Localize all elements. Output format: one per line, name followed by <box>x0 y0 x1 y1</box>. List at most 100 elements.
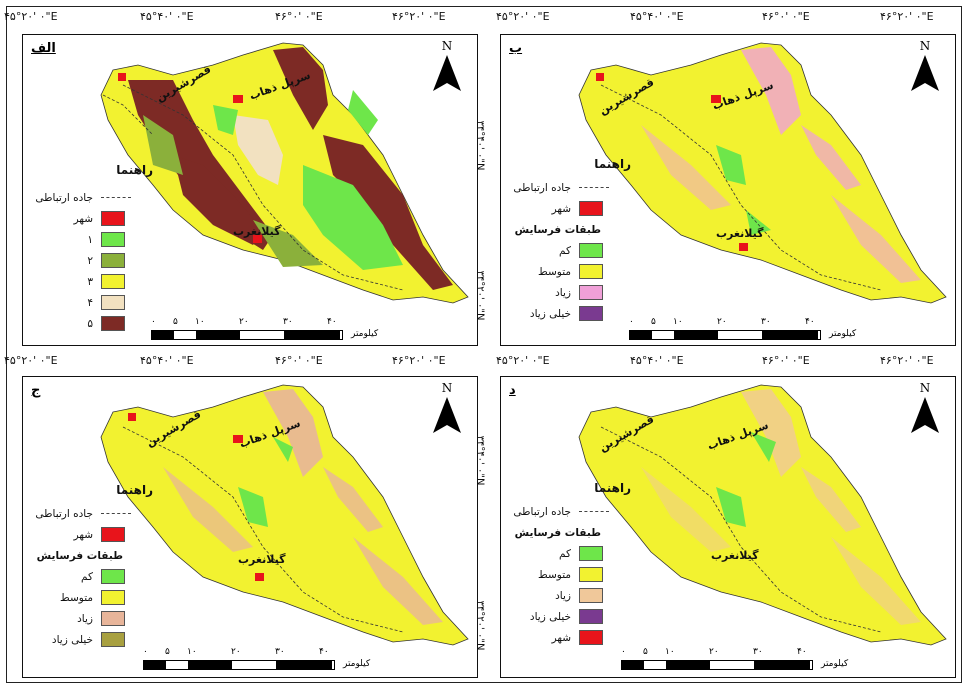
legend-swatch <box>101 590 125 605</box>
legend-item-label: شهر <box>73 528 93 541</box>
legend-subtitle: طبقات فرسایش <box>511 522 631 543</box>
road-line-icon <box>101 197 131 198</box>
scale-tick: ۴۰ <box>805 317 815 327</box>
basin-map <box>578 42 947 304</box>
basin-map <box>100 384 469 646</box>
scale-tick: ۰ <box>151 317 156 327</box>
legend-item: ۲ <box>33 250 153 271</box>
scale-tick: ۱۰ <box>187 647 197 657</box>
scale-unit: کیلومتر <box>821 659 849 669</box>
road-line-icon <box>579 511 609 512</box>
scale-tick: ۰ <box>621 647 626 657</box>
coord-top-5: ۴۵°۲۰' ۰"E <box>496 10 550 23</box>
north-arrow: N <box>905 381 945 439</box>
panel-letter: د <box>509 383 516 398</box>
scale-tick: ۳۰ <box>753 647 763 657</box>
legend-subtitle-label: طبقات فرسایش <box>36 549 123 562</box>
legend-item-label: ۳ <box>87 275 93 288</box>
legend-swatch <box>579 630 603 645</box>
legend: راهنما جاده ارتباطی شهر ۱ ۲ ۳ ۴ ۵ <box>33 163 153 334</box>
scale-tick: ۳۰ <box>275 647 285 657</box>
legend-swatch <box>101 274 125 289</box>
legend-item-label: ۲ <box>87 254 93 267</box>
north-label: N <box>441 381 453 395</box>
coord-top-2: ۴۵°۴۰' ۰"E <box>140 10 194 23</box>
north-label: N <box>919 39 931 53</box>
scale-tick: ۰ <box>143 647 148 657</box>
legend-road: جاده ارتباطی <box>33 503 153 524</box>
coord-mid-4: ۴۶°۲۰' ۰"E <box>392 354 446 367</box>
scale-tick: ۲۰ <box>231 647 241 657</box>
scale-tick: ۱۰ <box>195 317 205 327</box>
scale-tick: ۴۰ <box>327 317 337 327</box>
north-arrow-icon <box>433 55 461 91</box>
legend: راهنما جاده ارتباطی طبقات فرسایش کم متوس… <box>511 481 631 648</box>
city-label-gilan: گیلانغرب <box>711 549 759 562</box>
scale-tick: ۳۰ <box>283 317 293 327</box>
legend-swatch <box>101 569 125 584</box>
legend-swatch <box>579 546 603 561</box>
map-panel-jim: ج N قصرشیرین سرپل ذهاب گیلانغرب راهنما ج… <box>22 376 478 678</box>
north-arrow-icon <box>911 397 939 433</box>
scale-unit: کیلومتر <box>351 329 379 339</box>
coord-mid-6: ۴۵°۴۰' ۰"E <box>630 354 684 367</box>
city-label-gilan: گیلانغرب <box>716 227 764 240</box>
legend-item-label: خیلی زیاد <box>529 307 571 320</box>
legend-item: زیاد <box>511 282 631 303</box>
scale-tick: ۱۰ <box>673 317 683 327</box>
basin-map <box>578 384 947 646</box>
scale-tick: ۰ <box>629 317 634 327</box>
legend-title: راهنما <box>594 481 631 495</box>
scale-tick: ۱۰ <box>665 647 675 657</box>
legend-item: متوسط <box>511 261 631 282</box>
north-arrow: N <box>905 39 945 97</box>
legend-swatch <box>579 264 603 279</box>
legend-item-label: خیلی زیاد <box>51 633 93 646</box>
map-panel-dal: د N قصرشیرین سرپل ذهاب گیلانغرب راهنما ج… <box>500 376 956 678</box>
legend-item-label: کم <box>559 547 571 560</box>
basin-map <box>100 42 469 304</box>
legend-swatch <box>101 232 125 247</box>
legend-item: خیلی زیاد <box>33 629 153 650</box>
legend-road: جاده ارتباطی <box>511 501 631 522</box>
legend-item: ۴ <box>33 292 153 313</box>
legend-item-label: زیاد <box>77 612 93 625</box>
legend-road-label: جاده ارتباطی <box>35 507 93 520</box>
scale-tick: ۲۰ <box>709 647 719 657</box>
legend: راهنما جاده ارتباطی شهر طبقات فرسایش کم … <box>511 157 631 324</box>
legend-item-label: متوسط <box>60 591 93 604</box>
coord-mid-3: ۴۶°۰' ۰"E <box>275 354 323 367</box>
legend-item-label: کم <box>81 570 93 583</box>
legend-road: جاده ارتباطی <box>33 187 153 208</box>
legend-swatch <box>579 588 603 603</box>
legend-subtitle-label: طبقات فرسایش <box>514 223 601 236</box>
coord-mid-7: ۴۶°۰' ۰"E <box>762 354 810 367</box>
map-panel-alef: الف N قصرشیرین سرپل ذهاب گیلانغرب راهنما… <box>22 34 478 346</box>
north-label: N <box>441 39 453 53</box>
legend-swatch <box>579 243 603 258</box>
north-label: N <box>919 381 931 395</box>
north-arrow: N <box>427 39 467 97</box>
coord-top-3: ۴۶°۰' ۰"E <box>275 10 323 23</box>
legend-item-label: متوسط <box>538 568 571 581</box>
legend-item: متوسط <box>511 564 631 585</box>
scale-tick: ۵ <box>173 317 178 327</box>
legend-item: خیلی زیاد <box>511 606 631 627</box>
legend-item: شهر <box>33 208 153 229</box>
legend-item-label: شهر <box>73 212 93 225</box>
road-line-icon <box>101 513 131 514</box>
legend: راهنما جاده ارتباطی شهر طبقات فرسایش کم … <box>33 483 153 650</box>
legend-item: ۱ <box>33 229 153 250</box>
legend-item-label: کم <box>559 244 571 257</box>
coord-top-6: ۴۵°۴۰' ۰"E <box>630 10 684 23</box>
legend-swatch <box>101 611 125 626</box>
legend-subtitle: طبقات فرسایش <box>33 545 153 566</box>
panel-letter: الف <box>31 41 56 56</box>
legend-swatch <box>101 316 125 331</box>
legend-item: زیاد <box>511 585 631 606</box>
north-arrow-icon <box>433 397 461 433</box>
legend-item: کم <box>33 566 153 587</box>
north-arrow-icon <box>911 55 939 91</box>
legend-item-label: ۱ <box>87 233 93 246</box>
legend-city: شهر <box>511 198 631 219</box>
